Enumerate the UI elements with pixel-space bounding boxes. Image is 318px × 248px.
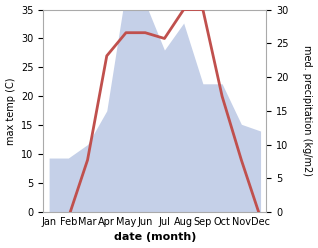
X-axis label: date (month): date (month): [114, 232, 196, 243]
Y-axis label: med. precipitation (kg/m2): med. precipitation (kg/m2): [302, 45, 313, 176]
Y-axis label: max temp (C): max temp (C): [5, 77, 16, 145]
